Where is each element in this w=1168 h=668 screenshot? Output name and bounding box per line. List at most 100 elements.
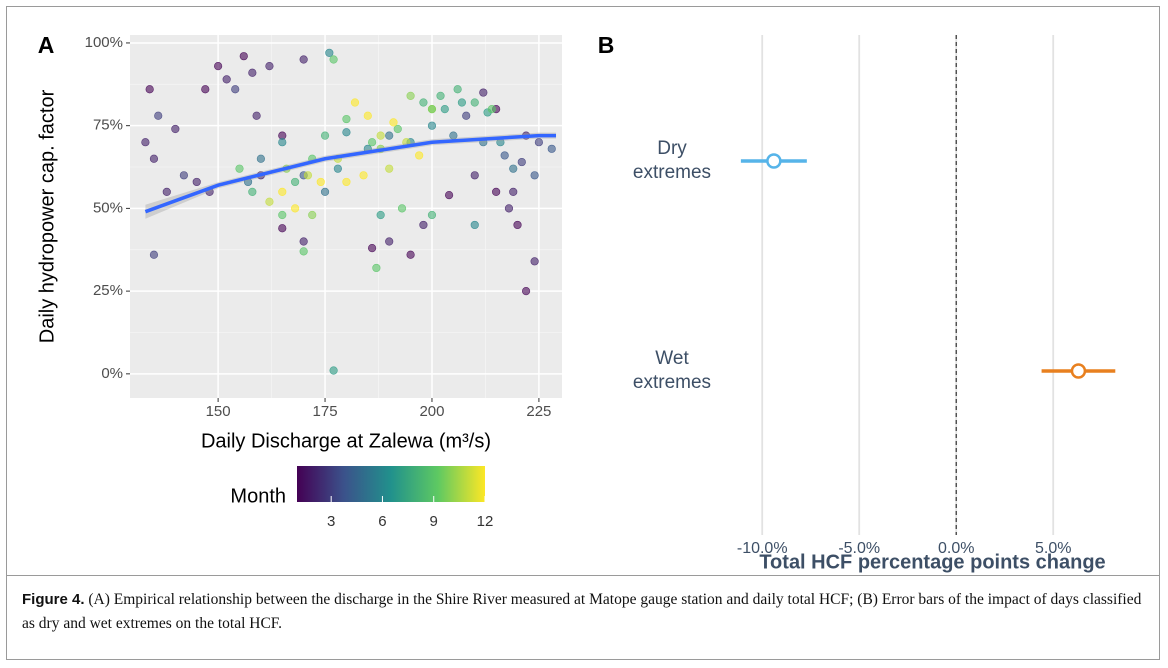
point [509, 164, 518, 173]
point [470, 220, 479, 230]
x-tick-label: 150 [206, 403, 231, 420]
point [436, 91, 445, 100]
caption: Figure 4. (A) Empirical relationship bet… [22, 588, 1142, 636]
point [1070, 363, 1087, 379]
point [372, 263, 381, 273]
fit-line [144, 133, 557, 214]
category-label-line: extremes [633, 162, 711, 183]
point [504, 204, 514, 213]
point [462, 111, 471, 120]
point [308, 210, 317, 220]
y-axis-label: Daily hydropower cap. factor [36, 89, 58, 343]
y-tick-label: 50% [93, 199, 123, 216]
point [376, 210, 385, 220]
point [534, 138, 544, 147]
x-tick-label: -10.0% [737, 540, 788, 557]
colorbar-tick-label: 9 [430, 513, 438, 530]
point [766, 153, 782, 169]
point [179, 171, 188, 180]
point [303, 171, 313, 180]
point [487, 105, 496, 114]
point [320, 131, 330, 140]
point [329, 55, 338, 64]
point [252, 111, 261, 120]
point [453, 85, 462, 94]
x-axis-label: Total HCF percentage points change [759, 551, 1105, 573]
x-tick-label: -5.0% [838, 540, 880, 557]
x-tick-label: 200 [419, 403, 444, 420]
caption-text: (A) Empirical relationship between the d… [22, 591, 1142, 632]
point [265, 197, 274, 206]
point [316, 177, 325, 187]
point [201, 85, 210, 94]
point [299, 247, 308, 256]
point [513, 220, 522, 230]
point [149, 154, 159, 163]
point [171, 124, 180, 134]
point [393, 124, 402, 134]
point [350, 98, 360, 107]
point [415, 151, 424, 160]
point [235, 164, 244, 173]
point [376, 131, 385, 140]
point [342, 114, 351, 124]
point [141, 138, 150, 147]
point [440, 105, 449, 114]
panel-label: B [598, 32, 615, 58]
point [333, 164, 342, 173]
y-tick-label: 75% [93, 117, 123, 134]
caption-label: Figure 4. [22, 591, 85, 608]
point [427, 121, 437, 130]
point [342, 177, 351, 187]
point [248, 187, 257, 196]
figure: 0% 25% 50% 75% 100% 150 175 200 225 A Daily hydrop… [36, 32, 1116, 573]
point [500, 151, 509, 160]
x-tick-label: 5.0% [1035, 540, 1071, 557]
point [419, 220, 428, 230]
point [397, 204, 407, 213]
point [239, 52, 248, 61]
category-label-line: Wet [655, 348, 689, 369]
point [299, 237, 308, 246]
point [530, 171, 539, 180]
point [145, 85, 154, 94]
figure-frame [6, 6, 1160, 660]
colorbar-tick-label: 3 [327, 513, 335, 530]
colorbar [297, 466, 485, 502]
point [427, 105, 437, 114]
point [470, 98, 479, 107]
point [329, 366, 338, 375]
point [385, 131, 394, 140]
point [509, 187, 518, 196]
plot-background [130, 35, 562, 398]
point [265, 62, 274, 71]
point [419, 98, 428, 107]
x-tick-label: 0.0% [938, 540, 974, 557]
point [278, 138, 287, 147]
point [214, 62, 223, 71]
point [521, 287, 531, 296]
point [389, 118, 398, 127]
point [256, 154, 265, 163]
point [385, 237, 394, 246]
point [320, 187, 330, 196]
point [470, 171, 479, 180]
point [278, 224, 287, 233]
point [192, 177, 201, 187]
point [278, 187, 287, 196]
point [517, 157, 526, 167]
point [162, 187, 171, 196]
x-axis-label: Daily Discharge at Zalewa (m³/s) [201, 430, 491, 452]
point [325, 48, 334, 57]
point [291, 204, 300, 213]
point [342, 128, 351, 137]
y-tick-label: 0% [101, 365, 123, 382]
x-tick-label: 225 [526, 403, 551, 420]
category-label: Dry extremes [633, 138, 711, 183]
point [385, 164, 394, 173]
point [457, 98, 467, 107]
point [427, 210, 437, 220]
y-tick-label: 25% [93, 282, 123, 299]
point [479, 88, 488, 97]
